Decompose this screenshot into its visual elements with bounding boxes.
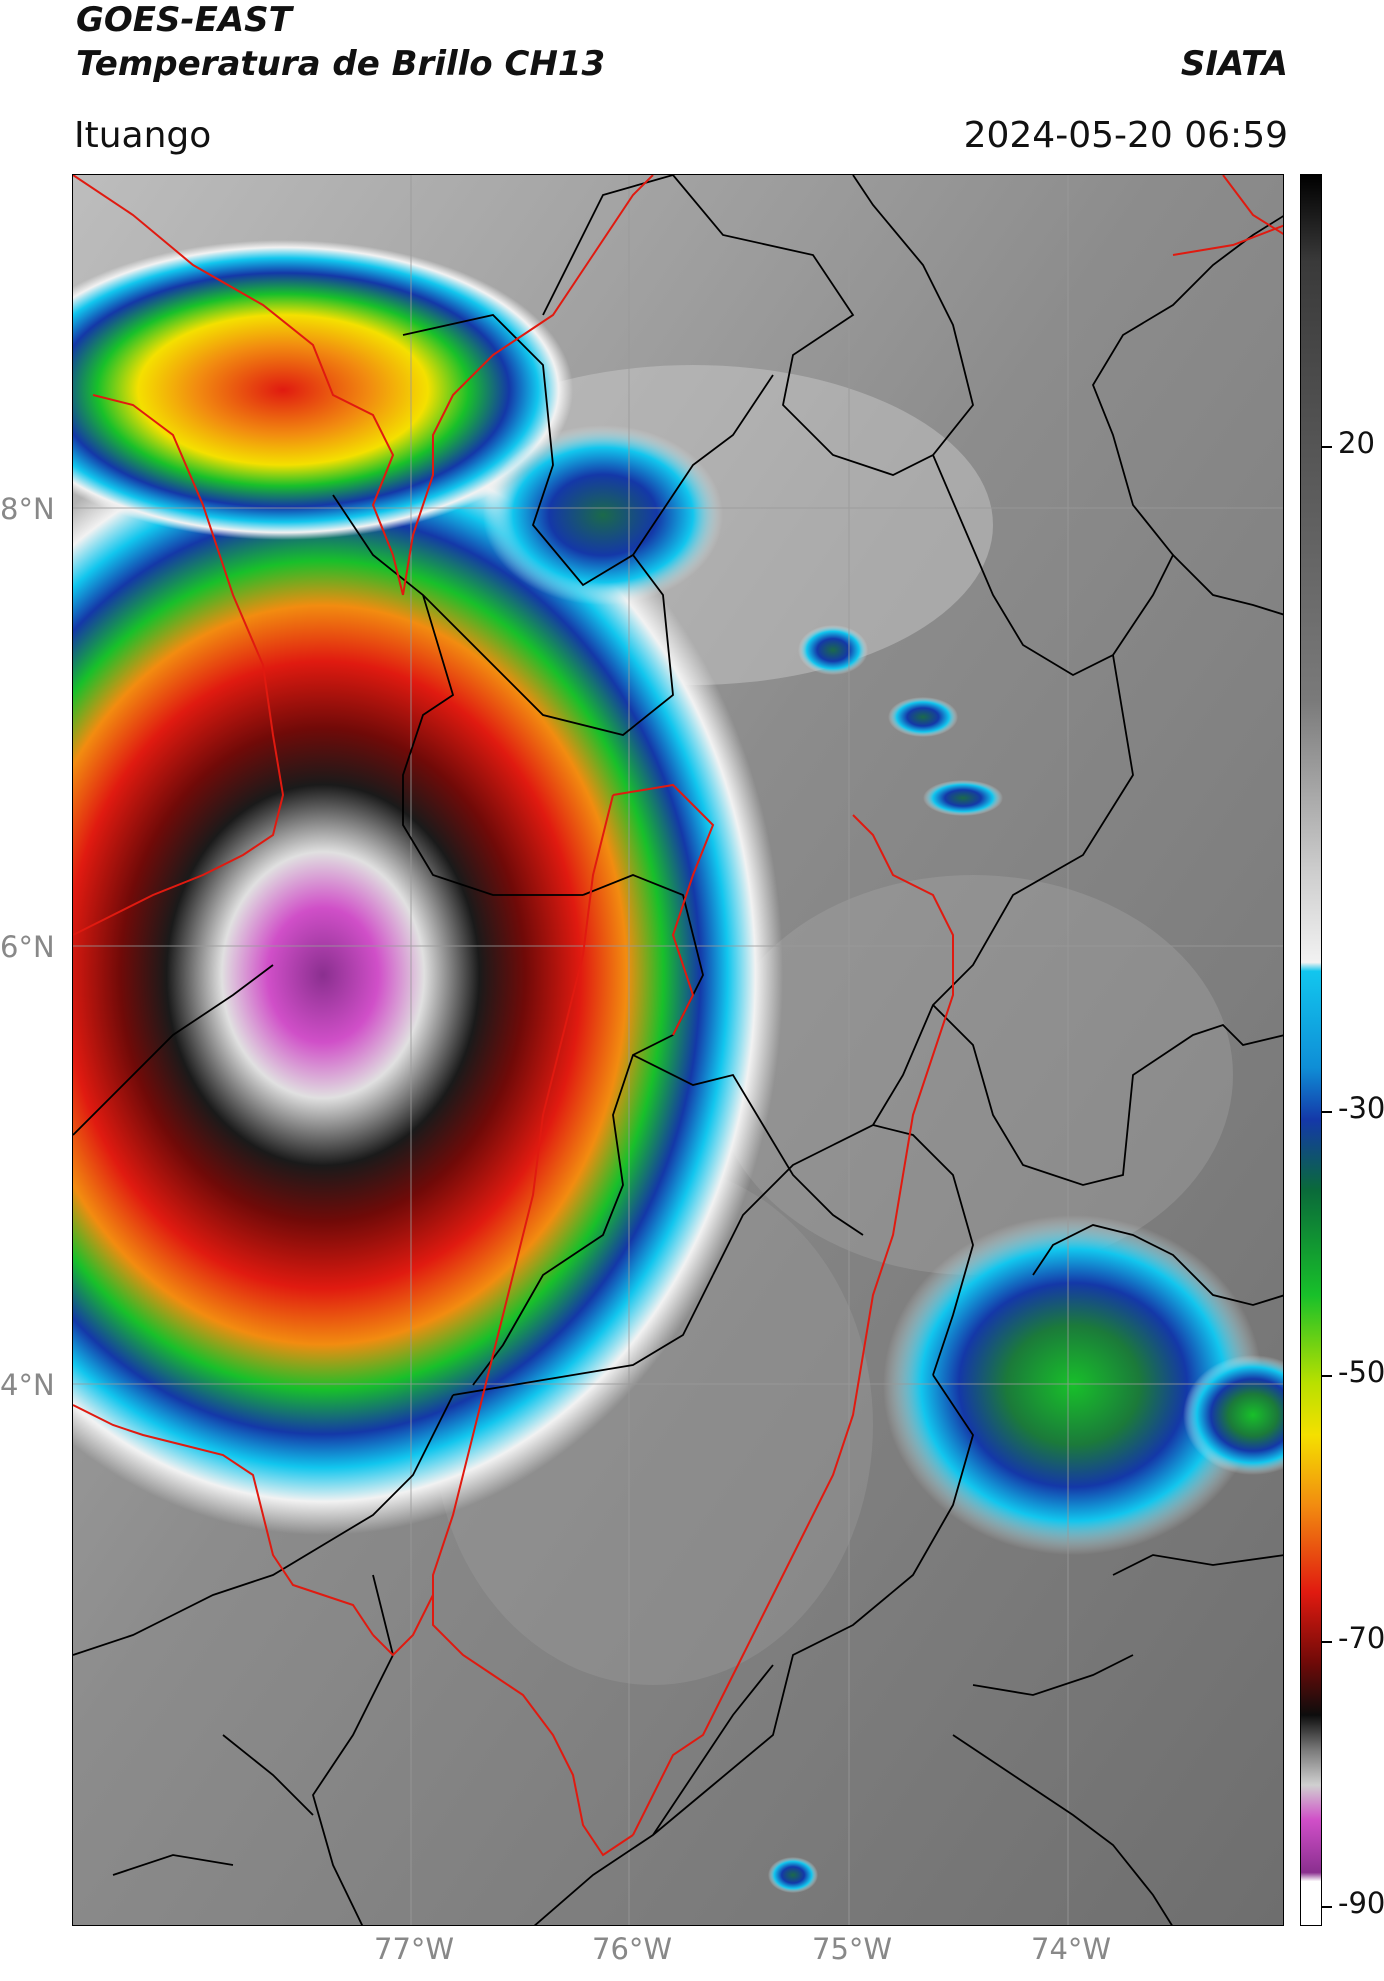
colorbar-label-minus30: -30 <box>1338 1091 1384 1125</box>
colorbar-label-20: 20 <box>1338 426 1375 460</box>
graticule <box>73 175 1283 1925</box>
colorbar-tick <box>1322 446 1332 448</box>
satellite-map[interactable] <box>72 174 1284 1926</box>
cloud-far-east <box>1183 1355 1283 1475</box>
lat-label-4: 4°N <box>0 1368 55 1402</box>
lon-label-74: 74°W <box>1031 1932 1112 1966</box>
datetime-label: 2024-05-20 06:59 <box>963 115 1288 156</box>
cloud-east <box>883 1215 1263 1555</box>
coastline <box>73 175 1283 1857</box>
colorbar-tick <box>1322 1111 1332 1113</box>
storm-north <box>73 240 573 540</box>
colorbar-label-minus70: -70 <box>1338 1621 1384 1655</box>
colorbar <box>1300 174 1322 1926</box>
cloud-blue-north <box>483 425 723 605</box>
lat-label-8: 8°N <box>0 492 55 526</box>
title-product: Temperatura de Brillo CH13 <box>76 44 606 84</box>
lat-label-6: 6°N <box>0 930 55 964</box>
colorbar-label-minus90: -90 <box>1338 1886 1384 1920</box>
title-satellite: GOES-EAST <box>76 0 292 40</box>
colorbar-tick <box>1322 1641 1332 1643</box>
storm-main <box>73 415 783 1535</box>
admin-borders <box>73 175 1283 1925</box>
colorbar-tick <box>1322 1375 1332 1377</box>
lon-label-77: 77°W <box>374 1932 455 1966</box>
colorbar-label-minus50: -50 <box>1338 1355 1384 1389</box>
agency-label: SIATA <box>1180 44 1288 84</box>
map-canvas <box>73 175 1283 1925</box>
lon-label-76: 76°W <box>592 1932 673 1966</box>
lon-label-75: 75°W <box>812 1932 893 1966</box>
location-label: Ituango <box>74 115 212 156</box>
colorbar-tick <box>1322 1906 1332 1908</box>
